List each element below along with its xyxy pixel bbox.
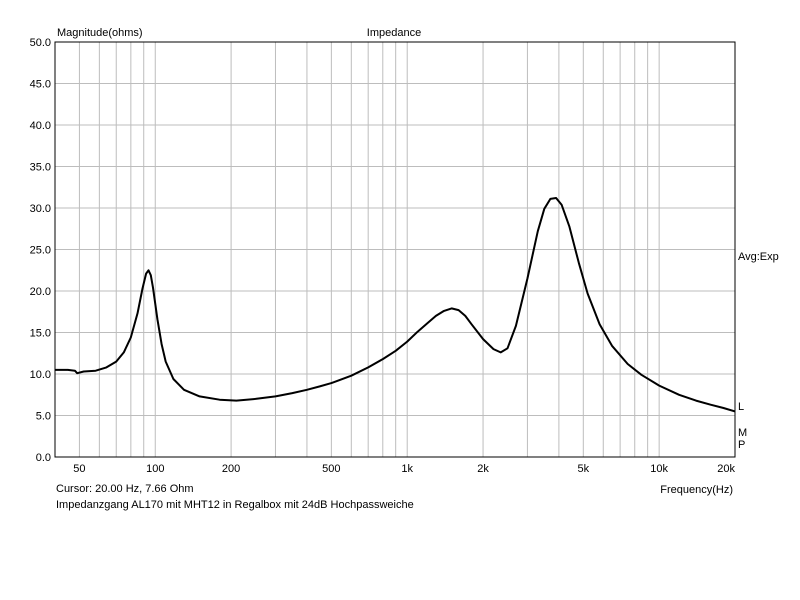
- y-tick-label: 20.0: [30, 286, 51, 298]
- legend-p-label: P: [738, 439, 745, 451]
- impedance-chart: 0.0 5.0 10.0 15.0 20.0 25.0 30.0 35.0 40.0 45.0 50…: [30, 27, 779, 496]
- y-tick-label: 45.0: [30, 79, 51, 91]
- y-tick-label: 40.0: [30, 120, 51, 132]
- x-axis-ticks: 50 100 200 500 1k 2k 5k 10k 20k: [73, 463, 735, 475]
- y-tick-label: 50.0: [30, 37, 51, 49]
- x-tick-label: 5k: [577, 463, 589, 475]
- y-tick-label: 0.0: [36, 452, 51, 464]
- y-tick-label: 30.0: [30, 203, 51, 215]
- legend-l-label: L: [738, 401, 744, 413]
- y-axis-label: Magnitude(ohms): [57, 27, 143, 39]
- y-tick-label: 5.0: [36, 411, 51, 423]
- x-tick-label: 1k: [401, 463, 413, 475]
- y-tick-label: 10.0: [30, 369, 51, 381]
- x-tick-label: 200: [222, 463, 240, 475]
- x-tick-label: 500: [322, 463, 340, 475]
- average-label: Avg:Exp: [738, 251, 779, 263]
- grid-lines: [55, 41, 735, 458]
- y-tick-label: 15.0: [30, 328, 51, 340]
- x-tick-label: 20k: [717, 463, 735, 475]
- impedance-curve: [55, 197, 736, 413]
- plot-frame: [54, 41, 736, 458]
- y-axis-ticks: 0.0 5.0 10.0 15.0 20.0 25.0 30.0 35.0 40.0 45.0 50…: [30, 37, 51, 464]
- chart-caption: Impedanzgang AL170 mit MHT12 in Regalbox…: [56, 499, 414, 511]
- x-axis-label: Frequency(Hz): [660, 484, 733, 496]
- x-tick-label: 2k: [477, 463, 489, 475]
- chart-title: Impedance: [367, 27, 421, 39]
- x-tick-label: 10k: [650, 463, 668, 475]
- x-tick-label: 100: [146, 463, 164, 475]
- y-tick-label: 35.0: [30, 162, 51, 174]
- y-tick-label: 25.0: [30, 245, 51, 257]
- x-tick-label: 50: [73, 463, 85, 475]
- cursor-readout: Cursor: 20.00 Hz, 7.66 Ohm: [56, 483, 194, 495]
- legend-m-label: M: [738, 427, 747, 439]
